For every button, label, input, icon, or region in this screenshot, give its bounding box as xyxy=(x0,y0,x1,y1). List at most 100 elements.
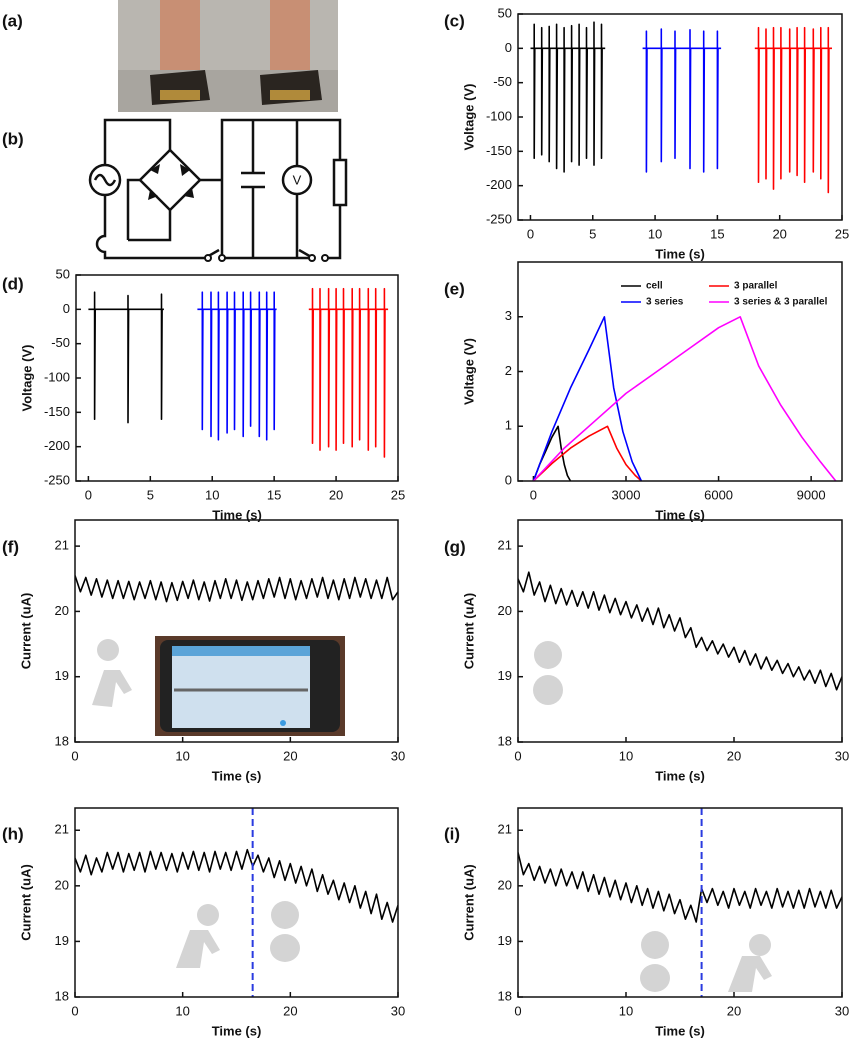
x-axis-title: Time (s) xyxy=(655,1023,705,1038)
y-tick-label: 21 xyxy=(498,822,512,837)
y-tick-label: 18 xyxy=(498,733,512,748)
x-tick-label: 20 xyxy=(329,487,343,502)
x-tick-label: 30 xyxy=(391,1003,405,1018)
y-tick-label: -150 xyxy=(486,143,512,158)
y-tick-label: 20 xyxy=(55,603,69,618)
chart: (d) 0 5 10 15 20 25 50 0 -50 -100 -150 -200 -250 Time … xyxy=(2,266,405,522)
panel-label: (f) xyxy=(2,537,19,556)
x-tick-label: 15 xyxy=(710,226,724,241)
panel-label: (b) xyxy=(2,129,24,148)
photo xyxy=(118,0,338,112)
chart: (f) 0 10 20 30 18 19 20 21 Time (s) Current (uA) xyxy=(2,519,405,783)
y-tick-label: -200 xyxy=(44,438,70,453)
x-tick-label: 9000 xyxy=(797,487,826,502)
x-tick-label: 20 xyxy=(727,748,741,763)
legend-label: 3 parallel xyxy=(734,281,778,292)
y-axis-title: Voltage (V) xyxy=(461,84,476,151)
series-line xyxy=(518,852,842,923)
panel-label: (c) xyxy=(444,11,465,30)
x-tick-label: 10 xyxy=(619,748,633,763)
legend-label: 3 series xyxy=(646,297,684,308)
y-tick-label: -50 xyxy=(493,74,512,89)
plot-frame xyxy=(517,519,843,743)
y-tick-label: 2 xyxy=(505,363,512,378)
panel-label: (d) xyxy=(2,274,24,293)
series-line xyxy=(308,287,389,458)
y-tick-label: 18 xyxy=(498,988,512,1003)
y-tick-label: 18 xyxy=(55,988,69,1003)
y-tick-label: 0 xyxy=(505,472,512,487)
series-line xyxy=(75,848,398,923)
y-axis-title: Voltage (V) xyxy=(461,338,476,405)
y-tick-label: -50 xyxy=(51,335,70,350)
chart: (h) 0 10 20 30 18 19 20 21 Time (s) Current (uA) xyxy=(2,807,405,1038)
y-tick-label: 50 xyxy=(498,5,512,20)
y-axis-title: Current (uA) xyxy=(461,593,476,670)
x-tick-label: 3000 xyxy=(612,487,641,502)
x-tick-label: 6000 xyxy=(704,487,733,502)
x-tick-label: 30 xyxy=(835,748,849,763)
x-tick-label: 0 xyxy=(530,487,537,502)
y-tick-label: 20 xyxy=(55,877,69,892)
series-line xyxy=(532,316,837,481)
x-axis-title: Time (s) xyxy=(655,246,705,261)
x-axis-title: Time (s) xyxy=(655,768,705,783)
x-axis-title: Time (s) xyxy=(212,768,262,783)
phone-inset xyxy=(155,636,345,736)
x-tick-label: 0 xyxy=(85,487,92,502)
chart: (e) 0 3000 6000 9000 0 1 2 3 Time (s) Voltage (V) c… xyxy=(444,261,843,522)
y-tick-label: 21 xyxy=(55,822,69,837)
panel-label: (a) xyxy=(2,11,23,30)
y-tick-label: 0 xyxy=(63,301,70,316)
plot-frame xyxy=(74,807,399,998)
x-tick-label: 30 xyxy=(391,748,405,763)
y-axis-title: Voltage (V) xyxy=(19,345,34,412)
y-tick-label: -100 xyxy=(44,369,70,384)
y-tick-label: 21 xyxy=(498,538,512,553)
chart: (i) 0 10 20 30 18 19 20 21 Time (s) Current (uA) xyxy=(444,807,849,1038)
y-tick-label: -250 xyxy=(486,211,512,226)
x-tick-label: 0 xyxy=(71,748,78,763)
legend-label: 3 series & 3 parallel xyxy=(734,297,828,308)
x-tick-label: 0 xyxy=(527,226,534,241)
y-tick-label: 21 xyxy=(55,538,69,553)
y-axis-title: Current (uA) xyxy=(18,864,33,941)
x-tick-label: 10 xyxy=(619,1003,633,1018)
plot-frame xyxy=(517,807,843,998)
x-tick-label: 10 xyxy=(648,226,662,241)
plot-frame xyxy=(517,261,843,482)
y-tick-label: 3 xyxy=(505,308,512,323)
y-tick-label: 19 xyxy=(498,933,512,948)
series-line xyxy=(754,26,832,194)
plot-frame xyxy=(517,13,843,221)
x-tick-label: 10 xyxy=(175,748,189,763)
panel-label: (h) xyxy=(2,824,24,843)
x-tick-label: 5 xyxy=(147,487,154,502)
y-tick-label: 0 xyxy=(505,40,512,55)
chart: (g) 0 10 20 30 18 19 20 21 Time (s) Current (uA) xyxy=(444,519,849,783)
y-tick-label: 18 xyxy=(55,733,69,748)
y-tick-label: 19 xyxy=(55,933,69,948)
x-axis-title: Time (s) xyxy=(212,1023,262,1038)
x-axis-title: Time (s) xyxy=(212,507,262,522)
x-tick-label: 10 xyxy=(205,487,219,502)
series-line xyxy=(642,28,722,173)
y-axis-title: Current (uA) xyxy=(18,593,33,670)
person-icons xyxy=(92,639,772,992)
x-tick-label: 25 xyxy=(835,226,849,241)
chart: (c) 0 5 10 15 20 25 50 0 -50 -100 -150 -200 -250 Time … xyxy=(444,5,849,261)
x-tick-label: 25 xyxy=(391,487,405,502)
x-tick-label: 30 xyxy=(835,1003,849,1018)
y-tick-label: -250 xyxy=(44,472,70,487)
x-axis-title: Time (s) xyxy=(655,507,705,522)
series-line xyxy=(88,291,164,424)
x-tick-label: 20 xyxy=(283,748,297,763)
series-line xyxy=(530,21,606,173)
y-tick-label: 19 xyxy=(498,668,512,683)
x-tick-label: 20 xyxy=(772,226,786,241)
panel-label: (i) xyxy=(444,824,460,843)
series-line xyxy=(197,291,277,441)
series-line xyxy=(532,425,642,481)
y-axis-title: Current (uA) xyxy=(461,864,476,941)
